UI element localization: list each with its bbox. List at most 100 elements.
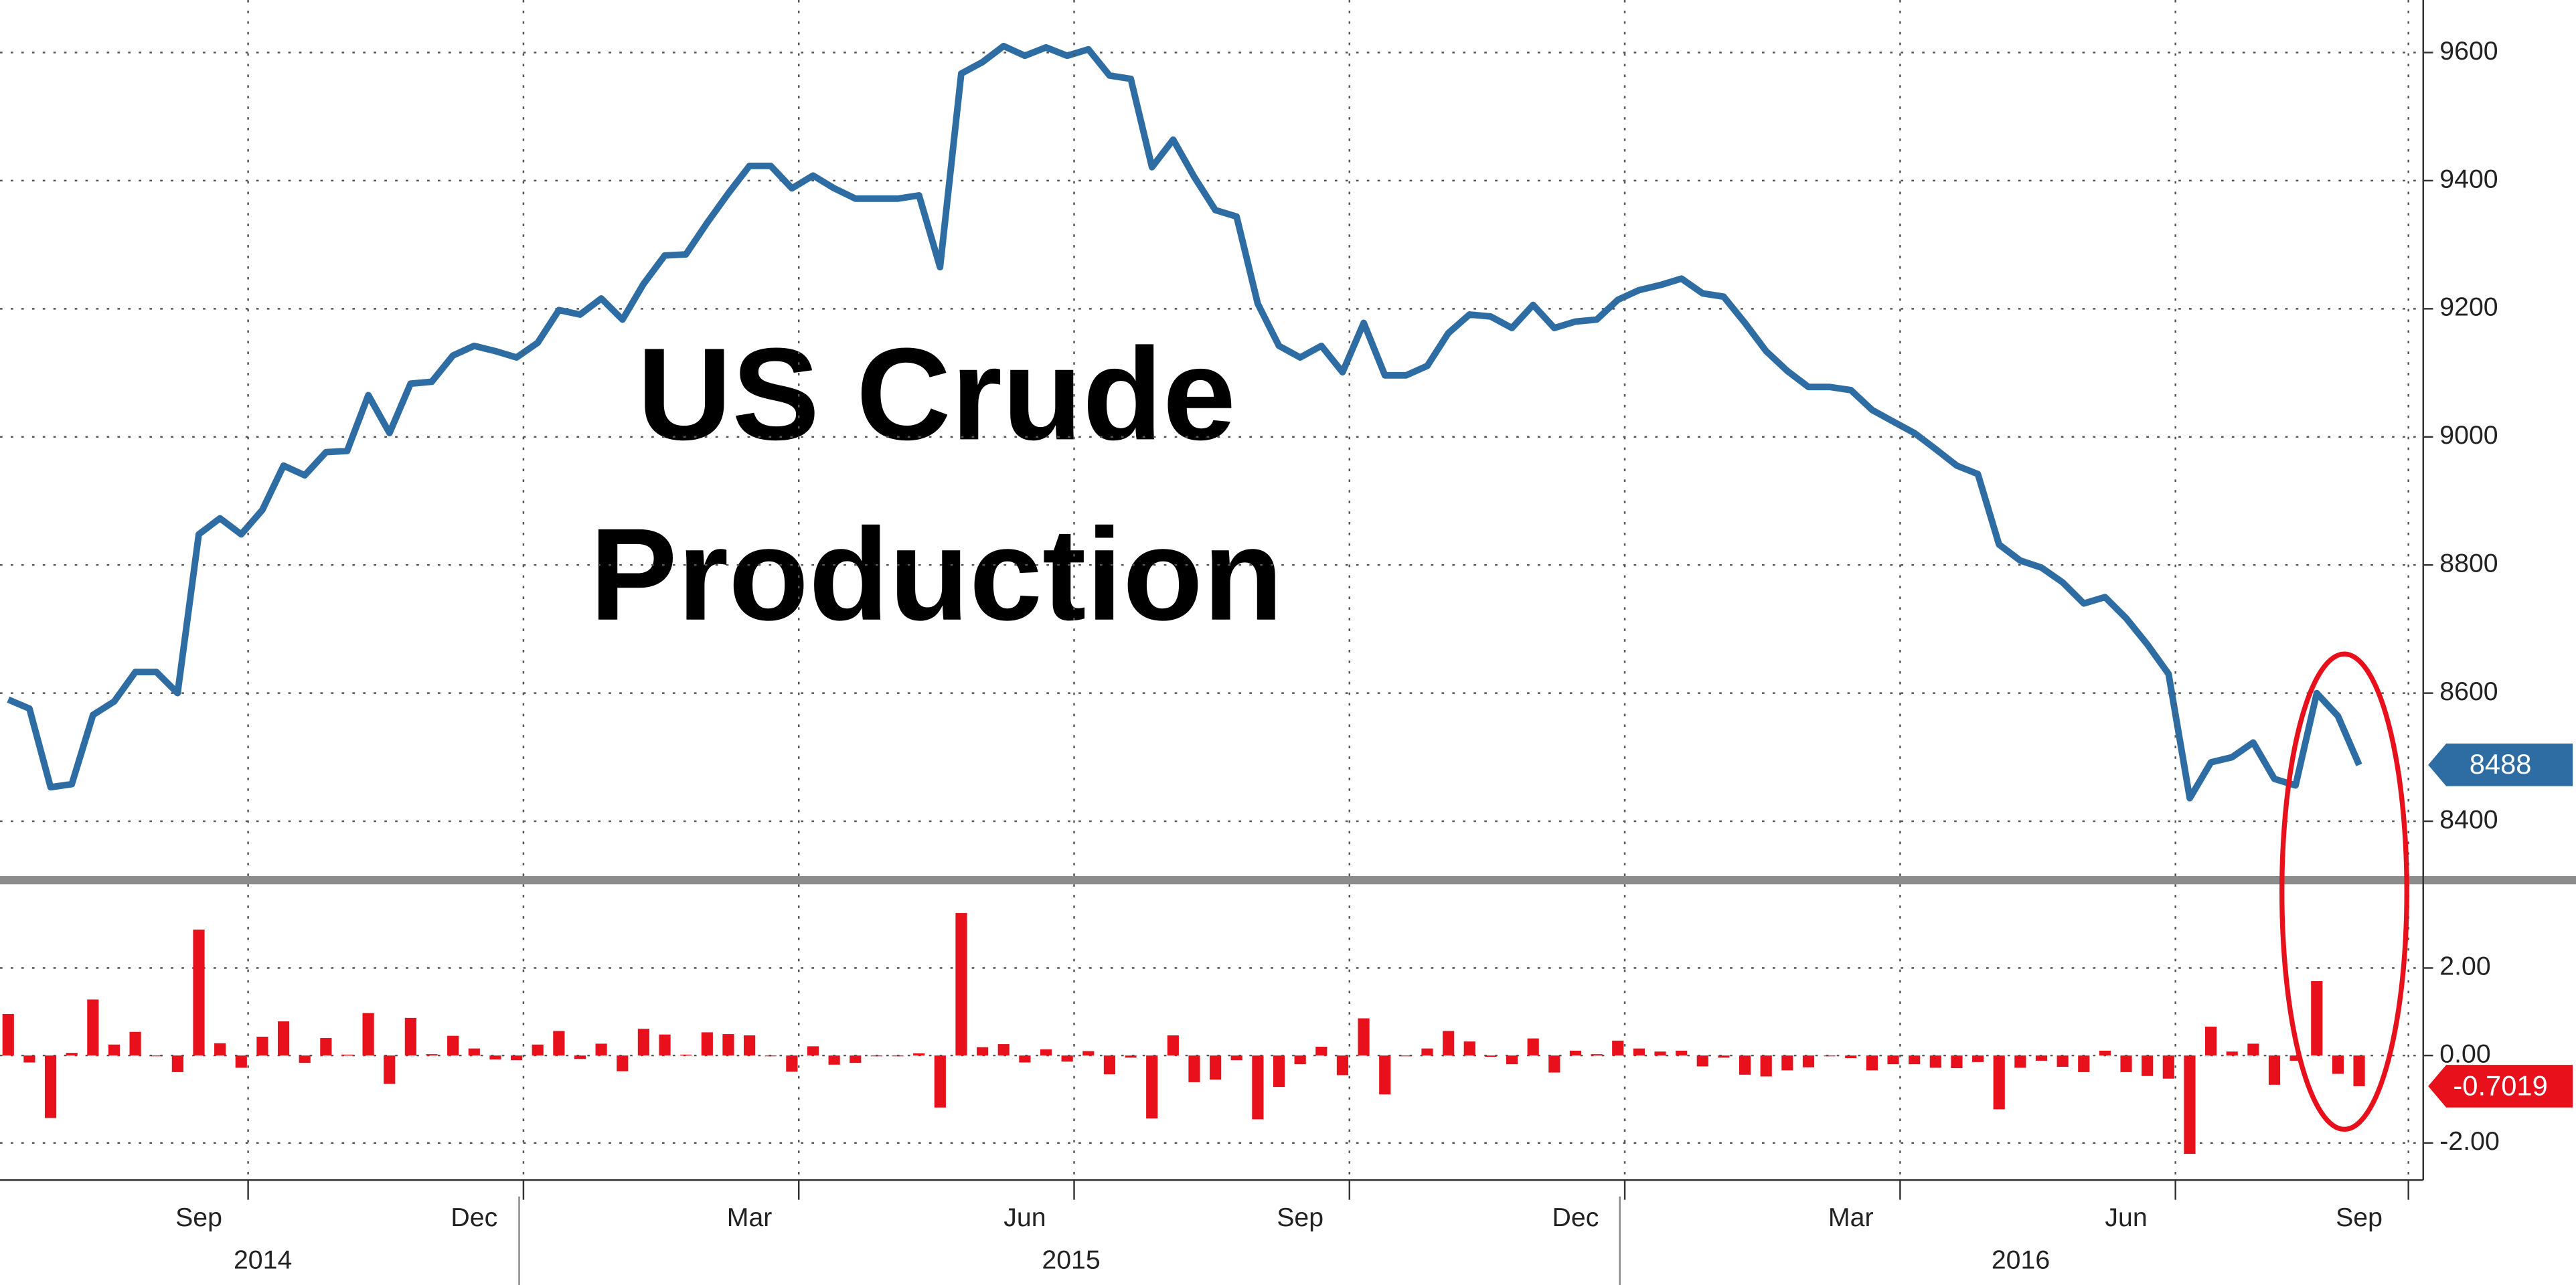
y-tick-label: -2.00 [2439, 1126, 2499, 1156]
last-value-tag [2428, 1065, 2573, 1108]
bar [129, 1031, 141, 1056]
bar [2, 1014, 14, 1056]
bar [1019, 1055, 1031, 1063]
bar [1082, 1051, 1095, 1056]
bar [1273, 1055, 1285, 1088]
bar [1633, 1048, 1645, 1056]
bar [1909, 1055, 1921, 1065]
bar [2099, 1050, 2111, 1056]
bar [151, 1055, 163, 1057]
bar [764, 1055, 777, 1057]
bar [1379, 1055, 1391, 1095]
x-tick-label: Jun [2105, 1203, 2147, 1232]
bar [510, 1055, 523, 1061]
bar [2247, 1043, 2259, 1056]
bar [595, 1043, 607, 1056]
bar [2226, 1051, 2238, 1056]
chart-title: Production [590, 501, 1283, 648]
bar [659, 1034, 671, 1056]
bar [2078, 1055, 2090, 1072]
bar [1443, 1031, 1455, 1056]
bar [574, 1055, 586, 1059]
bar [447, 1035, 459, 1056]
bar [2311, 981, 2323, 1056]
bar [2353, 1055, 2365, 1086]
bar [786, 1055, 798, 1072]
bar [617, 1055, 629, 1072]
bar [1315, 1047, 1327, 1056]
bar [850, 1055, 862, 1063]
bar [2014, 1055, 2026, 1068]
bar [384, 1055, 396, 1084]
last-value-label: -0.7019 [2453, 1069, 2547, 1101]
year-label: 2014 [234, 1246, 292, 1275]
x-tick-label: Mar [1828, 1203, 1874, 1232]
bar [1125, 1055, 1137, 1058]
bar [362, 1013, 374, 1056]
last-value-label: 8488 [2470, 748, 2532, 780]
bar [468, 1048, 480, 1056]
x-tick-label: Mar [727, 1203, 773, 1232]
bar [1421, 1048, 1433, 1056]
x-tick-label: Sep [1277, 1203, 1323, 1232]
bar [214, 1043, 226, 1056]
bar [2120, 1055, 2132, 1072]
bar [171, 1055, 183, 1072]
year-label: 2016 [1992, 1246, 2050, 1275]
bar [1654, 1051, 1666, 1056]
bar [2142, 1055, 2154, 1076]
bar [1718, 1055, 1730, 1058]
bar [87, 999, 99, 1056]
bar [1569, 1050, 1582, 1056]
bar [2268, 1055, 2281, 1085]
bar [320, 1037, 332, 1056]
bar [404, 1017, 416, 1056]
y-tick-label: 9200 [2439, 292, 2498, 322]
y-tick-label: 8600 [2439, 677, 2498, 706]
bar [1252, 1055, 1264, 1120]
y-tick-label: 2.00 [2439, 952, 2490, 981]
bar [1951, 1055, 1963, 1069]
bar [1591, 1054, 1603, 1056]
bar [489, 1055, 501, 1059]
last-value-tag [2428, 743, 2573, 786]
bar [1358, 1018, 1370, 1056]
bar [1061, 1055, 1073, 1062]
bar [997, 1044, 1010, 1056]
bar [193, 929, 205, 1056]
x-tick-label: Sep [2336, 1203, 2383, 1232]
bar [553, 1031, 565, 1056]
bar [1400, 1055, 1412, 1057]
tags: 8488 -0.7019 [2428, 743, 2573, 1108]
bar [1336, 1055, 1349, 1076]
bar [828, 1055, 840, 1065]
bar [2057, 1055, 2069, 1067]
bar [722, 1034, 734, 1056]
bar [2162, 1055, 2174, 1079]
bar [1548, 1055, 1560, 1073]
bar [1929, 1055, 1941, 1068]
bar [744, 1035, 756, 1056]
bar [108, 1044, 120, 1056]
bar [1887, 1055, 1899, 1065]
bar [277, 1021, 290, 1056]
bar [1040, 1049, 1052, 1056]
bar [1866, 1055, 1878, 1071]
bar [1230, 1055, 1242, 1061]
bar [2184, 1055, 2196, 1154]
x-tick-label: Jun [1003, 1203, 1046, 1232]
bar [1210, 1055, 1222, 1080]
bar [426, 1054, 438, 1056]
bar [532, 1044, 544, 1056]
bar [1188, 1055, 1200, 1082]
year-label: 2015 [1042, 1246, 1100, 1275]
bar [977, 1047, 989, 1056]
bar [1506, 1055, 1518, 1065]
bar [66, 1053, 78, 1056]
chart-title: US Crude [637, 321, 1236, 468]
bar [934, 1055, 946, 1108]
bar [1781, 1055, 1793, 1071]
bar [2332, 1055, 2344, 1074]
bar [44, 1055, 57, 1118]
